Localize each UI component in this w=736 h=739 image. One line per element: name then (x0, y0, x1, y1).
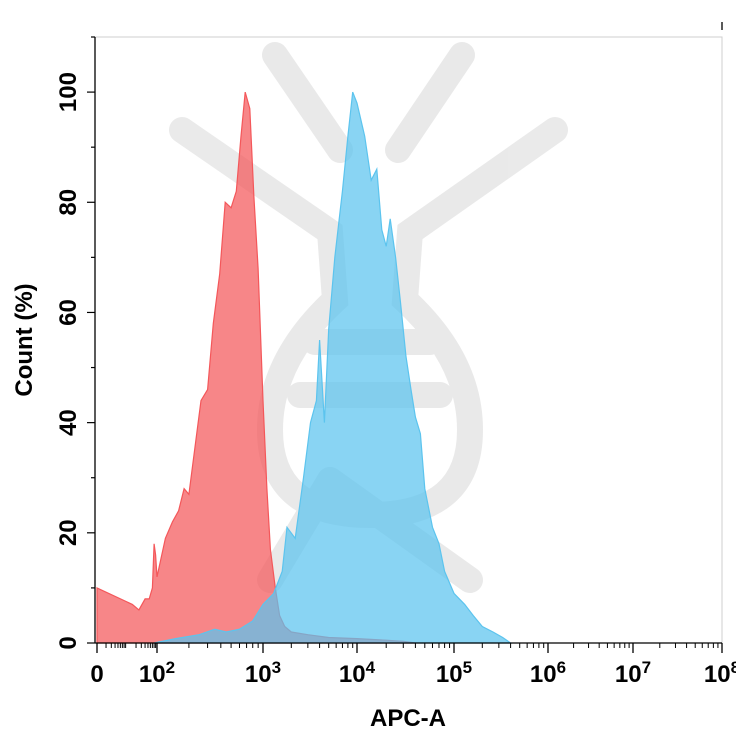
x-tick-label: 104 (339, 658, 376, 688)
y-axis-title: Count (%) (11, 283, 38, 396)
x-axis-title: APC-A (370, 705, 446, 732)
y-tick-label: 0 (55, 636, 82, 649)
series-2-area (153, 91, 513, 644)
series-layer (96, 91, 513, 644)
x-tick-label: 103 (245, 658, 281, 688)
x-tick-label: 105 (436, 658, 472, 688)
plot-area: 0 20 40 60 80 100 0 102 103 104 105 106 107 108 (55, 22, 736, 688)
x-tick-label: 108 (704, 658, 736, 688)
y-tick-label: 80 (55, 189, 82, 216)
y-tick-label: 40 (55, 409, 82, 436)
x-tick-label: 106 (530, 658, 566, 688)
y-tick-label: 20 (55, 519, 82, 546)
x-tick-label: 107 (615, 658, 651, 688)
x-tick-label: 0 (90, 661, 103, 688)
y-tick-label: 100 (55, 72, 82, 112)
y-tick-label: 60 (55, 299, 82, 326)
x-tick-label: 102 (139, 658, 175, 688)
